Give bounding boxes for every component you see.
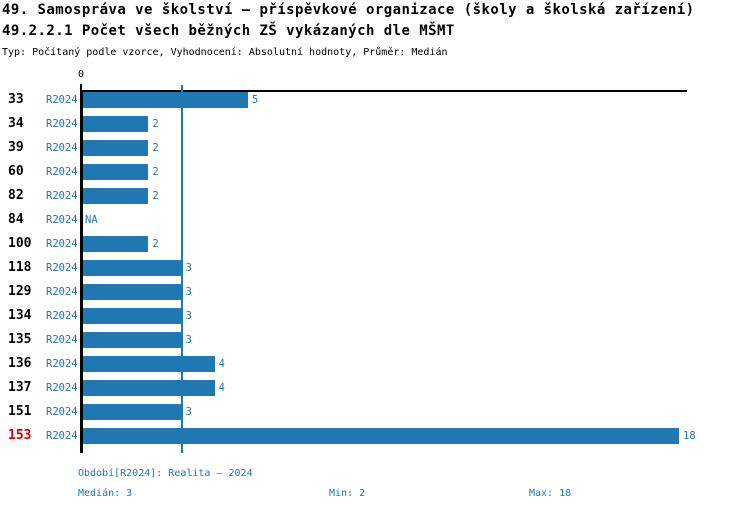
row-series-label: R2024 [46, 166, 78, 178]
row-bar [82, 380, 215, 396]
row-bar [82, 356, 215, 372]
row-series-label: R2024 [46, 262, 78, 274]
chart-row: 39 R2024 2 [0, 140, 750, 156]
chart-row: 135 R2024 3 [0, 332, 750, 348]
footer-max: Max: 18 [529, 488, 572, 499]
x-axis-line [80, 90, 687, 92]
row-series-label: R2024 [46, 238, 78, 250]
row-bar [82, 92, 248, 108]
chart-row: 34 R2024 2 [0, 116, 750, 132]
row-category-label: 135 [8, 332, 32, 347]
footer-median: Medián: 3 [78, 488, 133, 499]
row-value-label: NA [85, 214, 98, 226]
row-bar [82, 428, 679, 444]
median-line [181, 85, 183, 453]
row-value-label: 3 [185, 262, 192, 274]
row-value-label: 3 [185, 334, 192, 346]
row-category-label: 118 [8, 260, 32, 275]
chart-row: 100 R2024 2 [0, 236, 750, 252]
row-category-label: 134 [8, 308, 32, 323]
row-bar [82, 164, 149, 180]
row-bar [82, 332, 182, 348]
row-category-label: 151 [8, 404, 32, 419]
x-axis-zero-label: 0 [77, 69, 85, 80]
chart-row: 33 R2024 5 [0, 92, 750, 108]
row-series-label: R2024 [46, 382, 78, 394]
row-series-label: R2024 [46, 118, 78, 130]
footer-min: Min: 2 [329, 488, 366, 499]
row-value-label: 3 [185, 310, 192, 322]
chart-row: 84 R2024 NA [0, 212, 750, 228]
row-bar [82, 308, 182, 324]
row-value-label: 2 [152, 142, 159, 154]
y-axis-line [80, 90, 83, 453]
row-series-label: R2024 [46, 94, 78, 106]
row-bar [82, 404, 182, 420]
x-axis-zero-tick [80, 84, 82, 91]
row-value-label: 2 [152, 190, 159, 202]
row-series-label: R2024 [46, 142, 78, 154]
row-category-label: 100 [8, 236, 32, 251]
row-category-label: 84 [8, 212, 24, 227]
row-series-label: R2024 [46, 430, 78, 442]
row-category-label: 60 [8, 164, 24, 179]
row-category-label: 33 [8, 92, 24, 107]
row-category-label: 34 [8, 116, 24, 131]
row-series-label: R2024 [46, 334, 78, 346]
row-bar [82, 284, 182, 300]
row-bar [82, 260, 182, 276]
chart-row: 118 R2024 3 [0, 260, 750, 276]
page-subtitle: 49.2.2.1 Počet všech běžných ZŠ vykázaný… [2, 23, 455, 39]
row-value-label: 18 [683, 430, 696, 442]
chart-row: 137 R2024 4 [0, 380, 750, 396]
row-value-label: 3 [185, 406, 192, 418]
chart-row: 60 R2024 2 [0, 164, 750, 180]
row-bar [82, 188, 149, 204]
row-value-label: 2 [152, 166, 159, 178]
page-title: 49. Samospráva ve školství – příspěvkové… [2, 2, 695, 18]
chart-row: 136 R2024 4 [0, 356, 750, 372]
row-category-label: 136 [8, 356, 32, 371]
row-category-label: 129 [8, 284, 32, 299]
row-value-label: 2 [152, 118, 159, 130]
row-value-label: 2 [152, 238, 159, 250]
row-value-label: 4 [218, 382, 225, 394]
row-bar [82, 140, 149, 156]
row-category-label: 82 [8, 188, 24, 203]
row-category-label: 153 [8, 428, 32, 443]
chart-row: 134 R2024 3 [0, 308, 750, 324]
row-value-label: 5 [251, 94, 259, 106]
row-category-label: 137 [8, 380, 32, 395]
chart-row: 153 R2024 18 [0, 428, 750, 444]
row-series-label: R2024 [46, 310, 78, 322]
footer-period: Období[R2024]: Realita – 2024 [78, 468, 253, 479]
chart-meta: Typ: Počítaný podle vzorce, Vyhodnocení:… [2, 47, 448, 58]
row-series-label: R2024 [46, 214, 78, 226]
row-bar [82, 236, 149, 252]
chart-row: 82 R2024 2 [0, 188, 750, 204]
chart-row: 151 R2024 3 [0, 404, 750, 420]
row-category-label: 39 [8, 140, 24, 155]
chart-row: 129 R2024 3 [0, 284, 750, 300]
row-series-label: R2024 [46, 190, 78, 202]
row-series-label: R2024 [46, 406, 78, 418]
row-series-label: R2024 [46, 286, 78, 298]
row-series-label: R2024 [46, 358, 78, 370]
row-value-label: 4 [218, 358, 225, 370]
row-value-label: 3 [185, 286, 192, 298]
row-bar [82, 116, 149, 132]
